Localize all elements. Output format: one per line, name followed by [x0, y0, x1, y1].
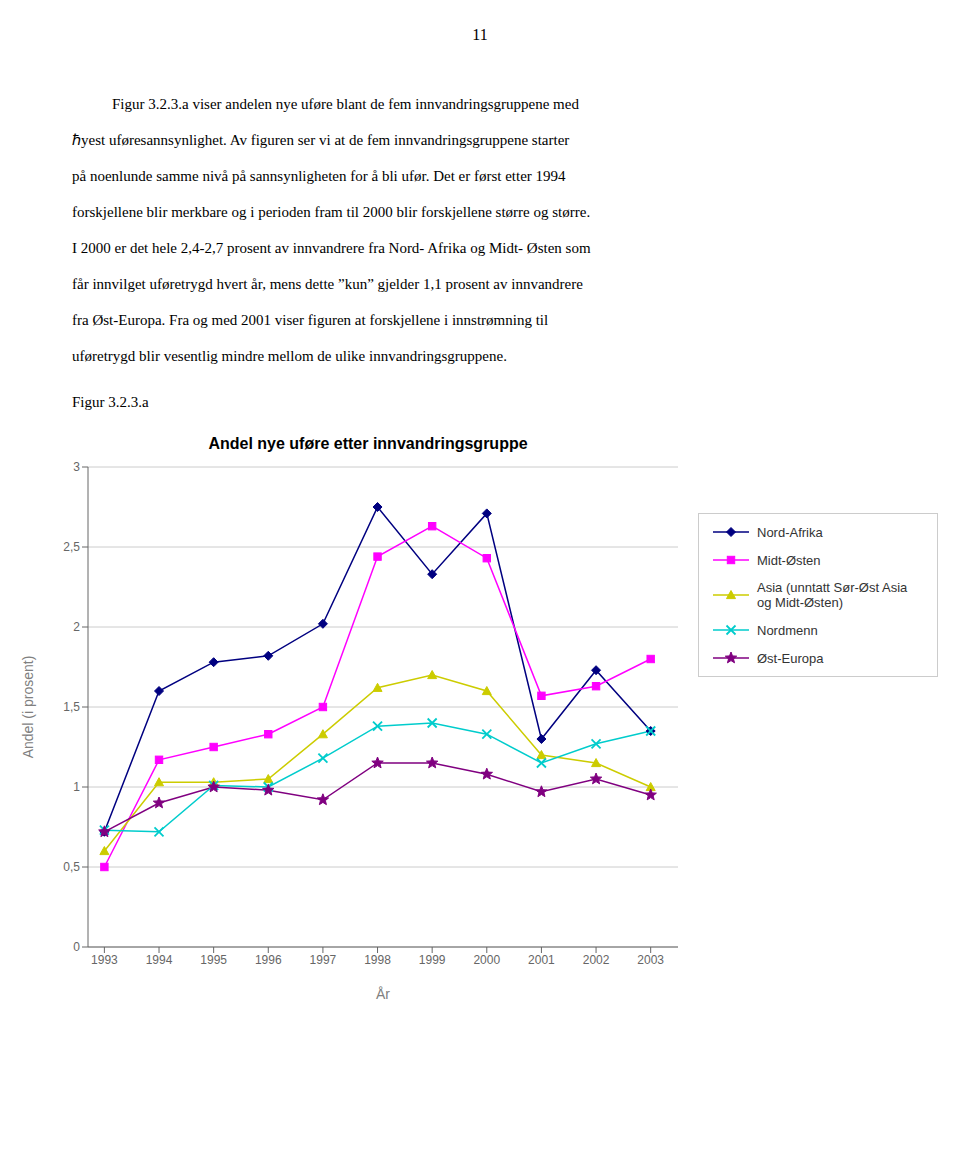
svg-text:2003: 2003 [637, 953, 664, 967]
svg-text:2001: 2001 [528, 953, 555, 967]
html-text:uføretrygd blir vesentlig mind: uføretrygd blir vesentlig mindre mellom … [72, 348, 507, 364]
svg-text:1: 1 [73, 780, 80, 794]
svg-text:1999: 1999 [419, 953, 446, 967]
svg-text:3: 3 [73, 460, 80, 474]
html-text:fra Øst-Europa. Fra og med 200: fra Øst-Europa. Fra og med 2001 viser fi… [72, 312, 549, 328]
html-text:Midt-Østen: Midt-Østen [757, 552, 821, 568]
html-text:forskjellene blir merkbare og: forskjellene blir merkbare og i perioden… [72, 204, 591, 220]
svg-text:0: 0 [73, 940, 80, 954]
svg-text:Andel (i prosent): Andel (i prosent) [20, 656, 36, 759]
html-text:Andel nye uføre etter innvandr: Andel nye uføre etter innvandringsgruppe [208, 435, 528, 452]
svg-text:2: 2 [73, 620, 80, 634]
svg-text:1995: 1995 [200, 953, 227, 967]
svg-text:0,5: 0,5 [63, 860, 80, 874]
svg-text:1996: 1996 [255, 953, 282, 967]
svg-text:1,5: 1,5 [63, 700, 80, 714]
html-text:Figur 3.2.3.a viser andelen ny: Figur 3.2.3.a viser andelen nye uføre bl… [112, 96, 579, 112]
svg-text:2002: 2002 [583, 953, 610, 967]
html-text:Asia (unntatt Sør-Øst Asia og: Asia (unntatt Sør-Øst Asia og Midt-Østen… [757, 580, 908, 610]
html-text:Nord-Afrika: Nord-Afrika [757, 524, 823, 540]
html-text:Figur 3.2.3.a: Figur 3.2.3.a [72, 394, 149, 410]
svg-text:2,5: 2,5 [63, 540, 80, 554]
html-text:på noenlunde samme nivå på san: på noenlunde samme nivå på sannsynlighet… [72, 168, 566, 184]
svg-text:1997: 1997 [310, 953, 337, 967]
html-text:får innvilget uføretrygd hvert: får innvilget uføretrygd hvert år, mens … [72, 276, 583, 292]
html-text:ℏyest uføresannsynlighet. Av f: ℏyest uføresannsynlighet. Av figuren ser… [72, 132, 570, 148]
html-text:Øst-Europa: Øst-Europa [757, 650, 824, 666]
svg-text:År: År [376, 986, 390, 1002]
svg-text:1998: 1998 [364, 953, 391, 967]
svg-text:1993: 1993 [91, 953, 118, 967]
html-text:Nordmenn: Nordmenn [757, 622, 818, 638]
svg-text:2000: 2000 [473, 953, 500, 967]
html-text:11: 11 [472, 26, 488, 43]
html-text:I 2000 er det hele 2,4-2,7 pro: I 2000 er det hele 2,4-2,7 prosent av in… [72, 240, 591, 256]
svg-text:1994: 1994 [146, 953, 173, 967]
